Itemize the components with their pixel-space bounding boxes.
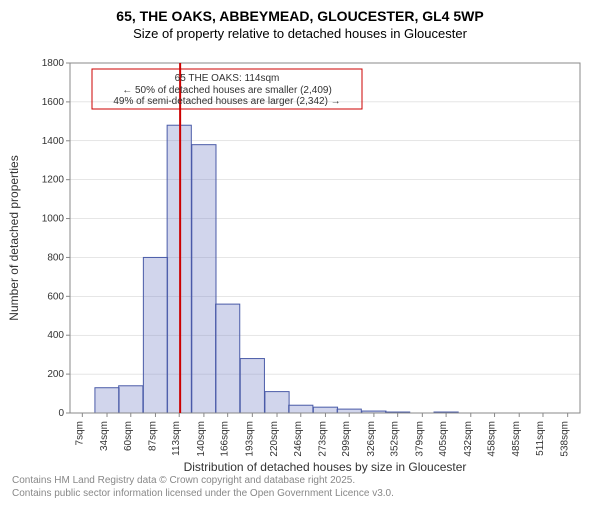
xtick-label: 140sqm — [196, 421, 207, 457]
histogram-bar — [119, 386, 143, 413]
info-box-line1: 65 THE OAKS: 114sqm — [175, 73, 280, 84]
xtick-label: 7sqm — [74, 421, 85, 445]
xtick-label: 113sqm — [171, 421, 182, 456]
histogram-chart: 0 200 400 600 800 1000 1200 1400 1600 1800 7sqm 34s… — [0, 8, 600, 508]
histogram-bar — [240, 359, 264, 413]
figure-container: 65, THE OAKS, ABBEYMEAD, GLOUCESTER, GL4… — [0, 8, 600, 508]
ytick-label: 1800 — [42, 58, 65, 69]
ytick-label: 400 — [47, 330, 64, 341]
footer-line1: Contains HM Land Registry data © Crown c… — [12, 475, 394, 488]
xtick-label: 220sqm — [269, 421, 280, 457]
xtick-label: 299sqm — [341, 421, 352, 457]
histogram-bar — [95, 388, 119, 413]
info-box-line2: ← 50% of detached houses are smaller (2,… — [122, 85, 332, 96]
histogram-bar — [192, 145, 216, 413]
histogram-bar — [265, 392, 289, 413]
footer-attribution: Contains HM Land Registry data © Crown c… — [12, 475, 394, 500]
x-axis-label: Distribution of detached houses by size … — [184, 460, 467, 474]
ytick-label: 0 — [58, 408, 64, 419]
xtick-label: 246sqm — [293, 421, 304, 457]
ytick-label: 1400 — [42, 136, 65, 147]
xtick-label: 60sqm — [123, 421, 134, 451]
ytick-label: 1000 — [42, 214, 65, 225]
histogram-bar — [216, 304, 240, 413]
ytick-label: 1200 — [42, 175, 65, 186]
xtick-label: 458sqm — [487, 421, 498, 457]
xtick-label: 166sqm — [220, 421, 231, 457]
ytick-label: 600 — [47, 291, 64, 302]
xtick-label: 273sqm — [317, 421, 328, 457]
xtick-label: 326sqm — [366, 421, 377, 457]
xtick-label: 352sqm — [390, 421, 401, 457]
info-box-line3: 49% of semi-detached houses are larger (… — [113, 96, 340, 107]
ytick-label: 200 — [47, 369, 64, 380]
xtick-label: 538sqm — [560, 421, 571, 457]
xtick-label: 193sqm — [244, 421, 255, 457]
footer-line2: Contains public sector information licen… — [12, 488, 394, 501]
ytick-label: 1600 — [42, 97, 65, 108]
xtick-label: 485sqm — [511, 421, 522, 457]
histogram-bar — [143, 257, 167, 413]
xtick-label: 432sqm — [463, 421, 474, 457]
histogram-bar — [289, 405, 313, 413]
xtick-label: 511sqm — [535, 421, 546, 456]
ytick-label: 800 — [47, 252, 64, 263]
xtick-label: 379sqm — [414, 421, 425, 457]
y-axis-label: Number of detached properties — [7, 155, 21, 320]
xtick-label: 34sqm — [99, 421, 110, 451]
xtick-label: 87sqm — [147, 421, 158, 451]
histogram-bar — [337, 409, 361, 413]
xtick-label: 405sqm — [438, 421, 449, 457]
histogram-bar — [313, 407, 337, 413]
